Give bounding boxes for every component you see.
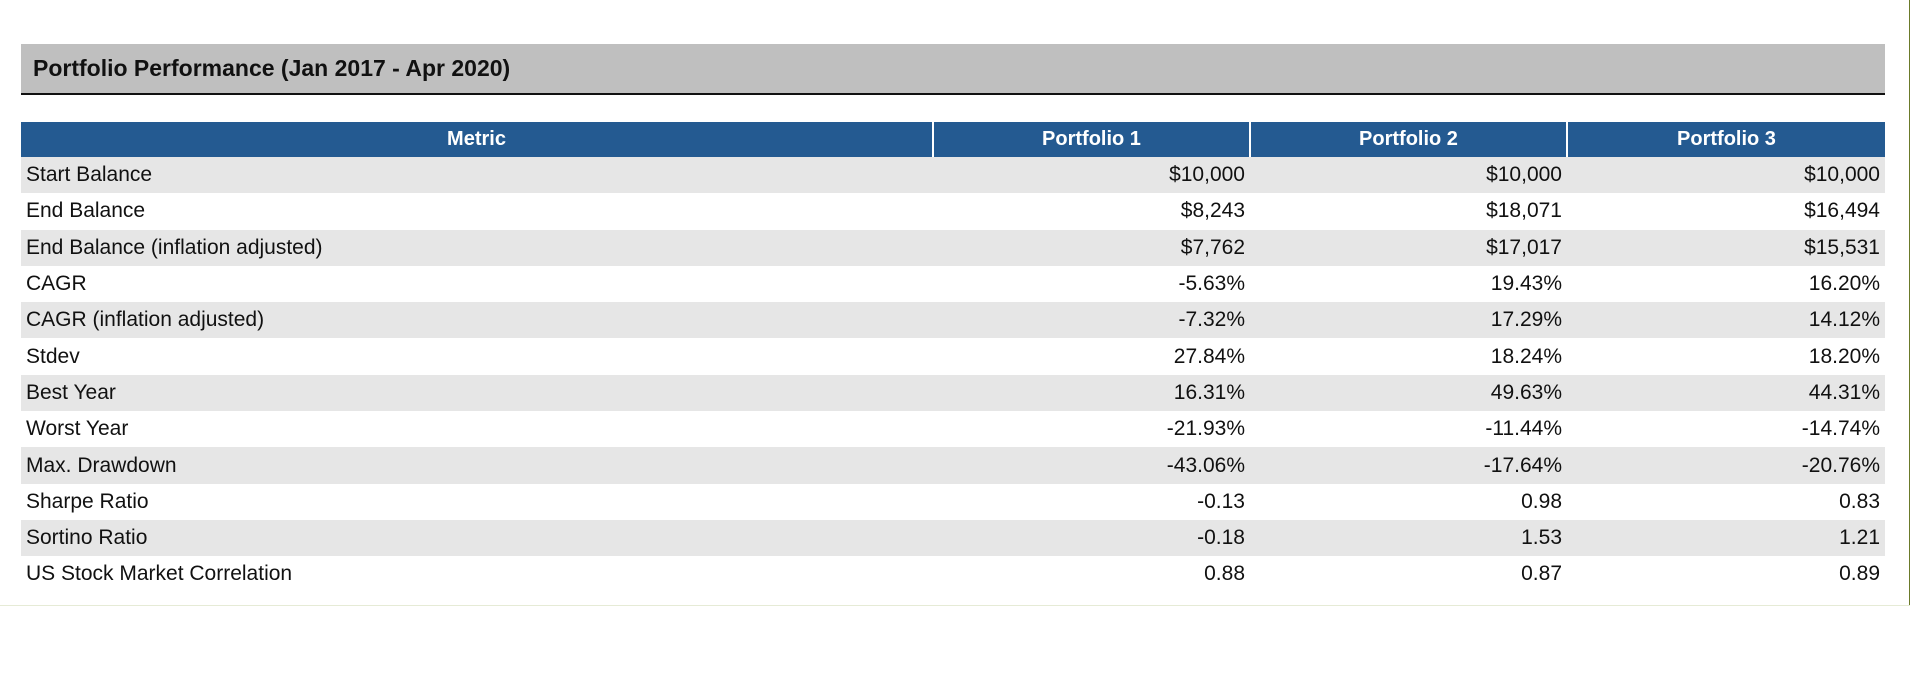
metric-cell: End Balance	[21, 193, 933, 230]
table-row: End Balance (inflation adjusted) $7,762 …	[21, 229, 1885, 266]
portfolio-3-cell: 0.89	[1567, 556, 1885, 593]
table-row: CAGR -5.63% 19.43% 16.20%	[21, 265, 1885, 303]
portfolio-1-cell: -7.32%	[933, 302, 1250, 339]
table-row: Best Year 16.31% 49.63% 44.31%	[21, 374, 1885, 412]
column-header-metric: Metric	[21, 122, 933, 157]
column-header-portfolio-2: Portfolio 2	[1249, 122, 1567, 157]
column-header-portfolio-3: Portfolio 3	[1566, 122, 1885, 157]
metric-cell: Sharpe Ratio	[21, 483, 933, 520]
portfolio-3-cell: -14.74%	[1567, 411, 1885, 448]
portfolio-3-cell: $15,531	[1567, 229, 1885, 266]
table-row: Sharpe Ratio -0.13 0.98 0.83	[21, 483, 1885, 520]
portfolio-1-cell: $7,762	[933, 229, 1250, 266]
portfolio-2-cell: 1.53	[1250, 519, 1567, 557]
portfolio-2-cell: -17.64%	[1250, 447, 1567, 484]
portfolio-3-cell: 1.21	[1567, 519, 1885, 557]
portfolio-3-cell: 14.12%	[1567, 302, 1885, 339]
table-row: Stdev 27.84% 18.24% 18.20%	[21, 338, 1885, 375]
title-bar: Portfolio Performance (Jan 2017 - Apr 20…	[21, 44, 1885, 95]
table-row: Sortino Ratio -0.18 1.53 1.21	[21, 519, 1885, 557]
portfolio-3-cell: 16.20%	[1567, 265, 1885, 303]
portfolio-3-cell: 44.31%	[1567, 374, 1885, 412]
portfolio-1-cell: $10,000	[933, 157, 1250, 194]
portfolio-2-cell: 19.43%	[1250, 265, 1567, 303]
performance-table-container: Metric Portfolio 1 Portfolio 2 Portfolio…	[21, 122, 1885, 593]
portfolio-2-cell: $18,071	[1250, 193, 1567, 230]
performance-table: Metric Portfolio 1 Portfolio 2 Portfolio…	[21, 122, 1885, 593]
portfolio-2-cell: $10,000	[1250, 157, 1567, 194]
page-bottom-line	[0, 605, 1910, 606]
portfolio-3-cell: -20.76%	[1567, 447, 1885, 484]
portfolio-1-cell: 16.31%	[933, 374, 1250, 412]
metric-cell: Worst Year	[21, 411, 933, 448]
portfolio-2-cell: 0.98	[1250, 483, 1567, 520]
portfolio-1-cell: $8,243	[933, 193, 1250, 230]
table-row: Max. Drawdown -43.06% -17.64% -20.76%	[21, 447, 1885, 484]
portfolio-3-cell: $16,494	[1567, 193, 1885, 230]
metric-cell: CAGR	[21, 265, 933, 303]
portfolio-1-cell: -5.63%	[933, 265, 1250, 303]
metric-cell: Stdev	[21, 338, 933, 375]
table-row: End Balance $8,243 $18,071 $16,494	[21, 193, 1885, 230]
metric-cell: Start Balance	[21, 157, 933, 194]
table-row: Worst Year -21.93% -11.44% -14.74%	[21, 411, 1885, 448]
metric-cell: US Stock Market Correlation	[21, 556, 933, 593]
metric-cell: Sortino Ratio	[21, 519, 933, 557]
portfolio-1-cell: 27.84%	[933, 338, 1250, 375]
portfolio-2-cell: 0.87	[1250, 556, 1567, 593]
portfolio-3-cell: 18.20%	[1567, 338, 1885, 375]
table-header-row: Metric Portfolio 1 Portfolio 2 Portfolio…	[21, 122, 1885, 157]
metric-cell: Max. Drawdown	[21, 447, 933, 484]
table-title: Portfolio Performance (Jan 2017 - Apr 20…	[33, 55, 511, 81]
table-row: CAGR (inflation adjusted) -7.32% 17.29% …	[21, 302, 1885, 339]
column-header-portfolio-1: Portfolio 1	[932, 122, 1250, 157]
metric-cell: CAGR (inflation adjusted)	[21, 302, 933, 339]
portfolio-2-cell: $17,017	[1250, 229, 1567, 266]
portfolio-2-cell: -11.44%	[1250, 411, 1567, 448]
portfolio-1-cell: -43.06%	[933, 447, 1250, 484]
portfolio-1-cell: 0.88	[933, 556, 1250, 593]
portfolio-2-cell: 49.63%	[1250, 374, 1567, 412]
table-row: Start Balance $10,000 $10,000 $10,000	[21, 157, 1885, 194]
portfolio-3-cell: 0.83	[1567, 483, 1885, 520]
portfolio-2-cell: 18.24%	[1250, 338, 1567, 375]
metric-cell: Best Year	[21, 374, 933, 412]
table-row: US Stock Market Correlation 0.88 0.87 0.…	[21, 556, 1885, 593]
portfolio-1-cell: -0.18	[933, 519, 1250, 557]
portfolio-3-cell: $10,000	[1567, 157, 1885, 194]
metric-cell: End Balance (inflation adjusted)	[21, 229, 933, 266]
portfolio-2-cell: 17.29%	[1250, 302, 1567, 339]
portfolio-1-cell: -21.93%	[933, 411, 1250, 448]
portfolio-1-cell: -0.13	[933, 483, 1250, 520]
